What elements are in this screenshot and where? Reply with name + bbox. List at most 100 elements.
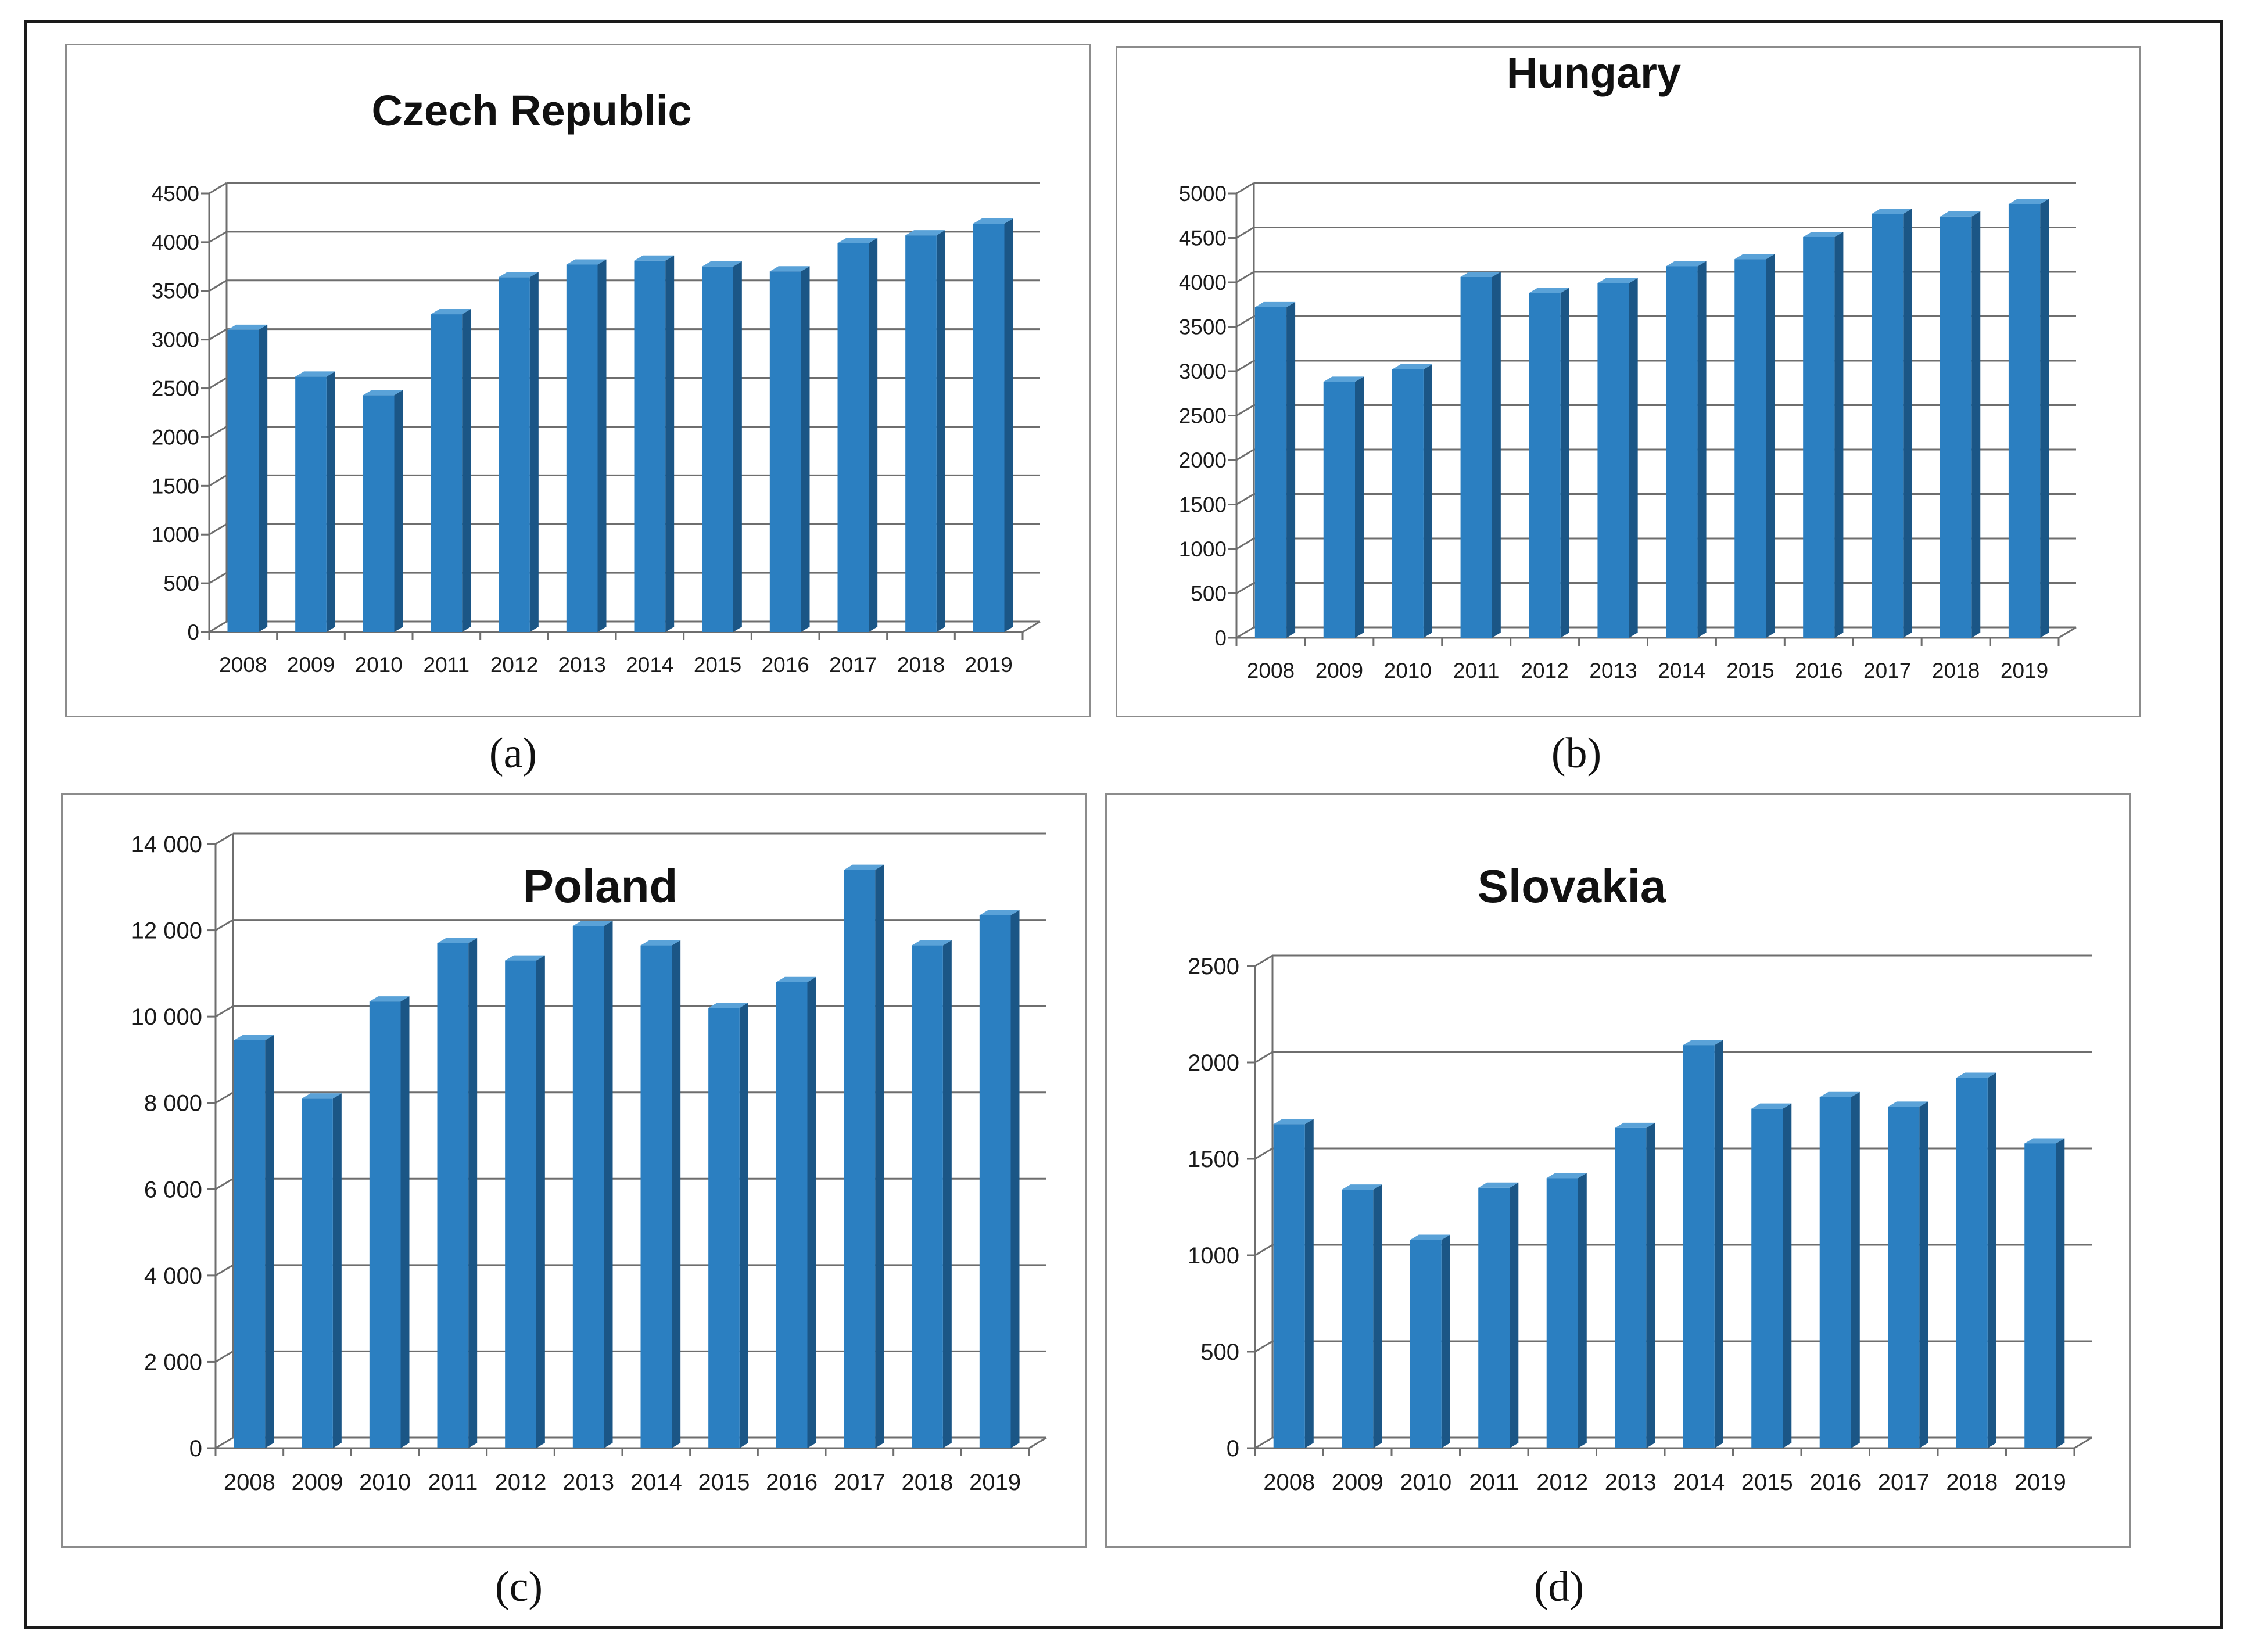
x-tick-label: 2016 (766, 1470, 818, 1495)
gridline-diag (1236, 493, 1254, 505)
bar-top (1734, 254, 1775, 260)
x-tick-label: 2012 (1536, 1470, 1588, 1495)
y-tick-label: 3500 (152, 279, 199, 303)
bar-side (1714, 1040, 1723, 1448)
bar-top (295, 371, 335, 377)
bar-top (844, 864, 884, 870)
gridline-diag (209, 523, 227, 536)
gridline-diag (215, 1091, 234, 1104)
bar-top (979, 910, 1020, 915)
bar-top (1819, 1091, 1860, 1097)
y-tick-label: 1000 (1179, 537, 1227, 561)
y-tick-label: 2000 (152, 425, 199, 449)
bar-top (234, 1035, 274, 1040)
bar-front (1546, 1178, 1578, 1448)
gridline-diag (1236, 448, 1254, 461)
bar-top (2008, 199, 2049, 204)
bar-side (869, 238, 878, 633)
bar-front (505, 960, 536, 1448)
gridline-diag (1254, 1051, 1273, 1064)
bar-top (1683, 1040, 1723, 1046)
x-tick-label: 2008 (1247, 659, 1295, 683)
bar-front (1683, 1045, 1715, 1448)
chart-title: Poland (523, 860, 678, 912)
x-tick-label: 2008 (1263, 1470, 1315, 1495)
bar (1666, 261, 1707, 638)
x-tick-label: 2017 (1863, 659, 1911, 683)
bar-front (1597, 283, 1629, 638)
bar-front (302, 1098, 333, 1448)
bar-side (2056, 1138, 2065, 1448)
gridline-diag (1236, 404, 1254, 416)
bar (302, 1093, 342, 1448)
bar (912, 940, 952, 1448)
bar-top (1410, 1234, 1450, 1240)
y-tick-label: 2000 (1179, 448, 1227, 472)
y-tick-label: 12 000 (131, 918, 202, 944)
bar-front (369, 1001, 401, 1448)
x-tick-label: 2010 (1400, 1470, 1451, 1495)
bar-top (1323, 376, 1364, 382)
bar-side (1492, 271, 1501, 638)
y-tick-label: 500 (1200, 1339, 1239, 1365)
bar-front (2008, 204, 2041, 638)
bar-top (505, 955, 545, 961)
caption-c: (c) (494, 1563, 543, 1611)
x-tick-label: 2013 (1605, 1470, 1657, 1495)
bar-side (936, 230, 945, 633)
gridline-diag (209, 279, 227, 292)
y-tick-label: 0 (189, 1436, 202, 1461)
bar-front (634, 260, 666, 632)
bar (702, 261, 742, 632)
bar-side (801, 266, 810, 632)
bar-front (1254, 307, 1287, 638)
bar-front (1392, 369, 1424, 638)
bar-side (1919, 1101, 1928, 1448)
bar-side (1004, 218, 1013, 632)
bar-side (807, 976, 816, 1448)
x-tick-label: 2019 (2014, 1470, 2066, 1495)
bar-side (1987, 1072, 1996, 1448)
gridline-diag (1254, 954, 1273, 967)
y-tick-label: 1000 (1188, 1243, 1239, 1269)
bar-side (1441, 1234, 1450, 1448)
bar-front (1410, 1240, 1442, 1448)
bar-side (1560, 288, 1569, 638)
bar-side (1903, 209, 1912, 638)
bar-side (1286, 301, 1296, 638)
y-tick-label: 3000 (1179, 360, 1227, 383)
x-tick-label: 2013 (562, 1470, 614, 1495)
bar (1529, 288, 1569, 638)
gridline-diag (1236, 537, 1254, 550)
y-tick-label: 4500 (152, 182, 199, 206)
bar (1803, 231, 1844, 638)
bar-top (702, 261, 742, 267)
gridline-diag (209, 231, 227, 243)
bar (1615, 1122, 1655, 1448)
bar-side (665, 255, 675, 632)
x-tick-label: 2011 (1453, 659, 1500, 683)
gridline-diag (1254, 1436, 1273, 1449)
bar-front (1273, 1124, 1305, 1448)
bar (1546, 1173, 1587, 1448)
x-tick-label: 2018 (1946, 1470, 1998, 1495)
bar-side (400, 996, 410, 1448)
bar (769, 266, 810, 632)
x-tick-label: 2009 (287, 653, 335, 677)
bar (363, 390, 403, 632)
bar (640, 940, 681, 1448)
bar-front (702, 266, 733, 632)
bar-side (1629, 278, 1638, 638)
y-tick-label: 8 000 (144, 1091, 202, 1116)
bar-side (265, 1035, 274, 1448)
gridline-diag (209, 377, 227, 389)
y-tick-label: 1500 (1179, 493, 1227, 516)
floor-edge (1022, 620, 1041, 633)
bar-side (597, 259, 607, 632)
gridline-diag (1236, 227, 1254, 239)
bar (437, 938, 478, 1448)
bar (973, 218, 1013, 632)
bar-side (1354, 376, 1364, 638)
gridline-diag (209, 182, 227, 195)
bar-side (875, 864, 884, 1448)
